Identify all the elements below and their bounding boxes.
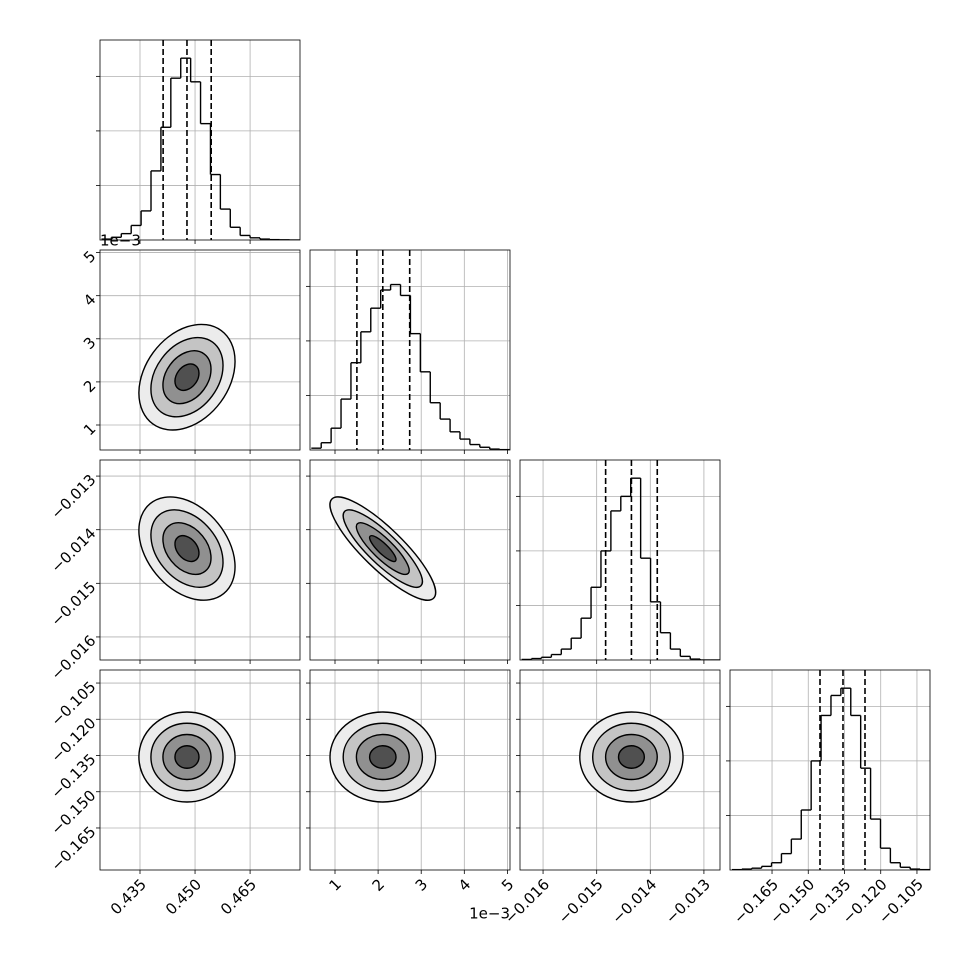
panel-frame xyxy=(99,39,301,241)
contour-fill xyxy=(174,535,199,562)
contour-line xyxy=(355,522,410,576)
panel-frame xyxy=(309,249,511,451)
contour-fill xyxy=(618,745,645,769)
density-contours xyxy=(138,711,236,803)
panel-frame xyxy=(99,669,301,871)
contour-line xyxy=(368,534,397,563)
panel-frame xyxy=(309,669,511,871)
contour-line xyxy=(329,496,437,601)
y-tick-label: −0.016 xyxy=(47,632,99,684)
panel-frame xyxy=(99,459,301,661)
panel-frame xyxy=(519,669,721,871)
panel-frame xyxy=(99,249,301,451)
contour-line xyxy=(617,745,646,769)
density-contours xyxy=(579,711,684,803)
y-tick-label: −0.015 xyxy=(47,578,99,630)
contour-line xyxy=(591,722,671,792)
x-tick-label: 3 xyxy=(412,875,431,894)
density-contours xyxy=(329,496,437,601)
x-tick-label: 2 xyxy=(369,875,388,894)
density-contours xyxy=(138,323,236,431)
contour-line xyxy=(162,733,212,781)
x-tick-label: 1 xyxy=(326,875,345,894)
contour-line xyxy=(329,711,437,803)
x-offset-text: 1e−3 xyxy=(469,905,510,923)
contour-fill xyxy=(174,745,199,769)
contour-line xyxy=(138,323,236,431)
y-tick-label: 4 xyxy=(80,290,99,309)
contour-line xyxy=(579,711,684,803)
contour-line xyxy=(174,534,200,563)
x-tick-label: 5 xyxy=(498,875,517,894)
contour-line xyxy=(355,733,410,781)
histogram xyxy=(101,57,300,240)
y-tick-label: 3 xyxy=(80,333,99,352)
histogram xyxy=(521,477,720,660)
contour-line xyxy=(342,509,424,589)
contour-line xyxy=(150,509,224,589)
x-tick-label: −0.014 xyxy=(608,875,660,927)
density-contours xyxy=(138,496,236,601)
contour-fill xyxy=(369,535,397,562)
contour-line xyxy=(368,745,397,769)
contour-line xyxy=(150,722,224,792)
hist-step-risers xyxy=(530,478,701,660)
contour-fill xyxy=(369,745,397,769)
y-tick-label: 5 xyxy=(80,247,99,266)
density-contours xyxy=(329,711,437,803)
contour-fill xyxy=(174,363,199,391)
y-offset-text: 1e−3 xyxy=(100,232,141,250)
x-tick-label: 0.450 xyxy=(162,875,205,918)
contour-line xyxy=(174,363,200,392)
y-tick-label: −0.013 xyxy=(47,471,99,523)
contour-line xyxy=(138,711,236,803)
hist-step-risers xyxy=(110,58,291,240)
histogram xyxy=(731,687,930,870)
panel-frame xyxy=(309,459,511,661)
contour-line xyxy=(342,722,424,792)
y-tick-label: −0.014 xyxy=(47,524,99,576)
x-tick-label: −0.013 xyxy=(662,875,714,927)
y-tick-label: 1 xyxy=(80,420,99,439)
hist-step-risers xyxy=(320,284,501,450)
contour-line xyxy=(150,336,224,418)
x-tick-label: 0.435 xyxy=(107,875,150,918)
contour-line xyxy=(604,733,658,781)
y-tick-label: 2 xyxy=(80,377,99,396)
hist-step-risers xyxy=(741,688,921,870)
x-tick-label: −0.015 xyxy=(555,875,607,927)
contour-line xyxy=(174,745,200,769)
contour-line xyxy=(138,496,236,601)
x-tick-label: 0.465 xyxy=(217,875,260,918)
x-tick-label: 4 xyxy=(455,875,474,894)
panel-frame xyxy=(519,459,721,661)
panel-frame xyxy=(729,669,931,871)
contour-line xyxy=(162,350,212,405)
contour-line xyxy=(162,522,212,576)
